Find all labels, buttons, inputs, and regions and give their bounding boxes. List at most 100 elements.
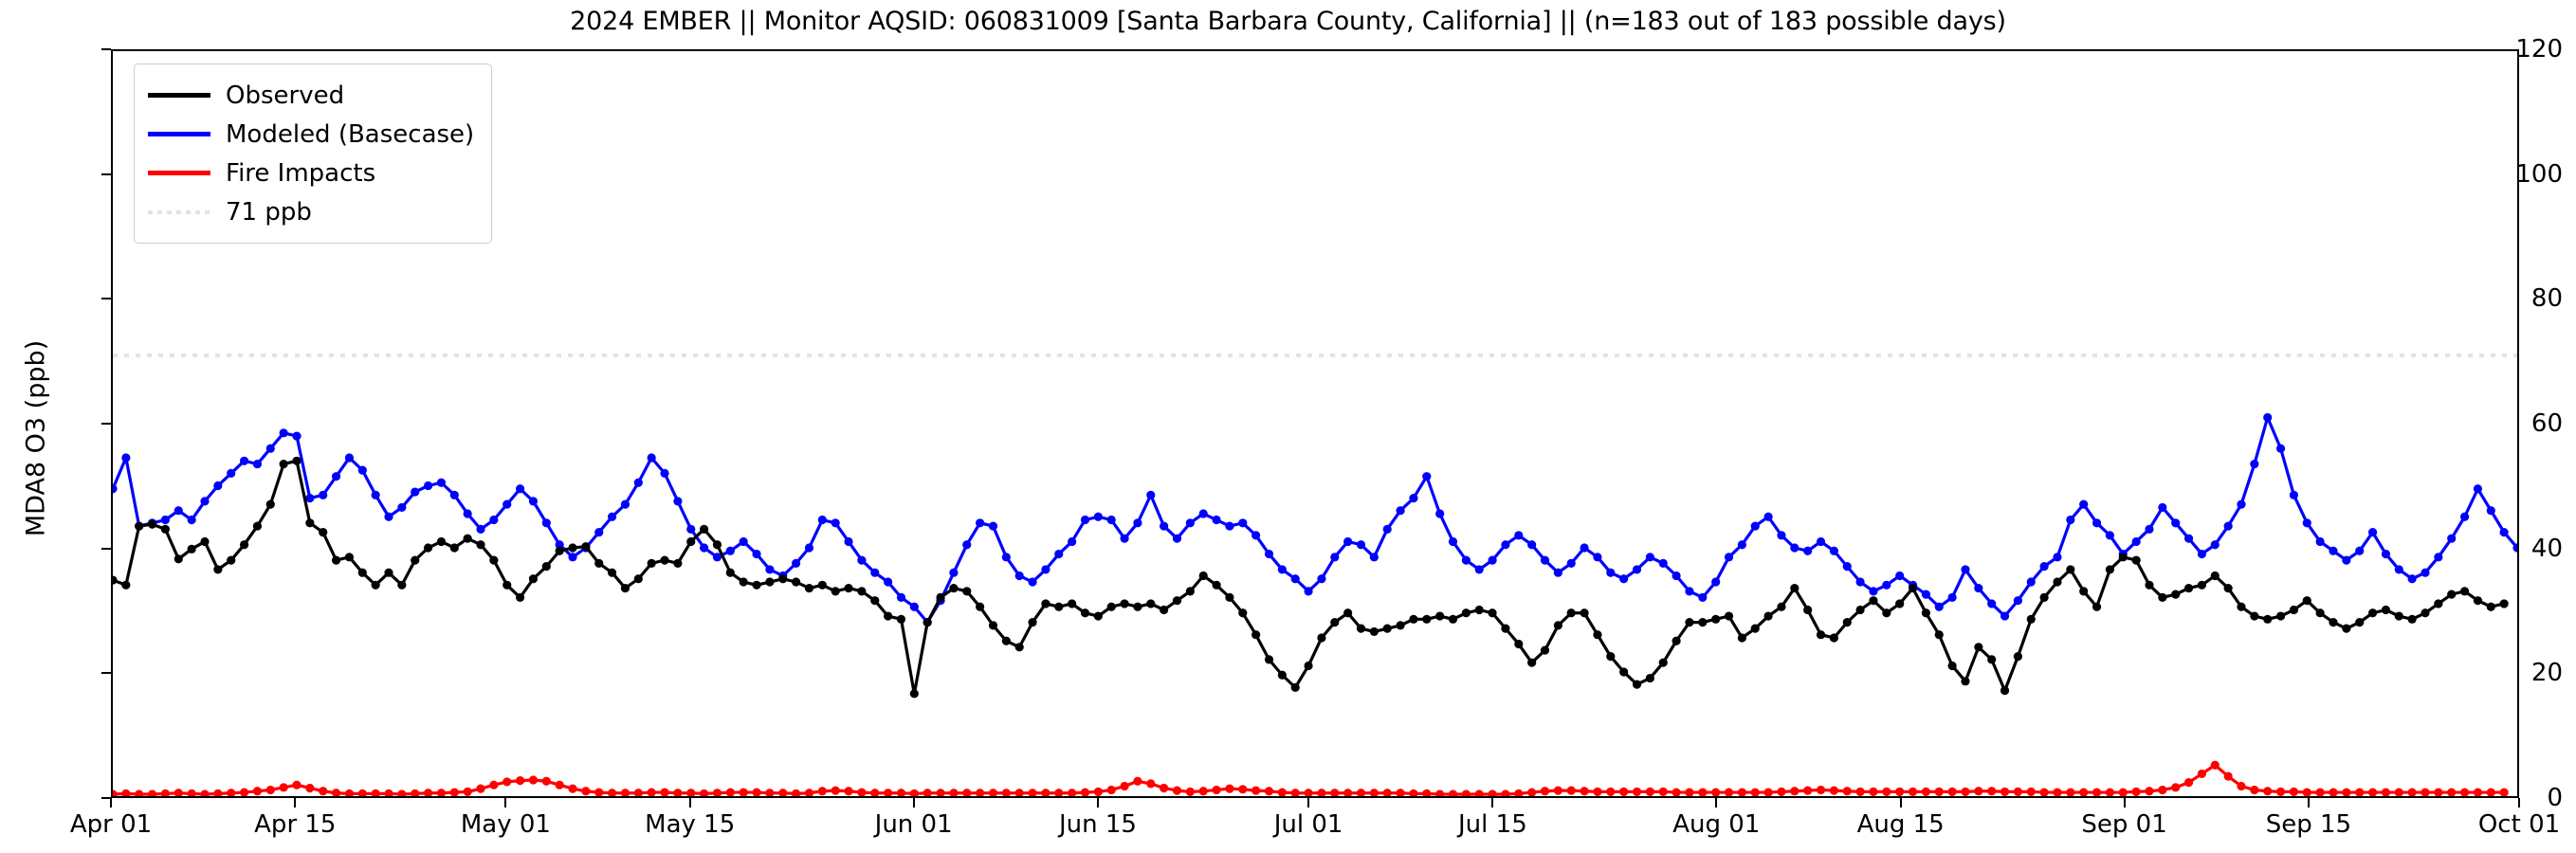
legend-item[interactable]: Fire Impacts: [148, 154, 474, 192]
y-tick-label: 120: [2515, 35, 2563, 64]
data-point: [2158, 592, 2167, 603]
data-point: [2197, 769, 2207, 779]
data-point: [239, 540, 249, 550]
data-point: [2329, 618, 2338, 627]
data-point: [2171, 518, 2181, 528]
data-point: [2407, 788, 2417, 796]
data-point: [686, 789, 696, 796]
data-point: [568, 784, 577, 793]
data-point: [2026, 787, 2036, 796]
data-point: [594, 558, 604, 568]
data-point: [1356, 540, 1366, 550]
data-point: [2329, 788, 2338, 796]
data-point: [923, 618, 932, 627]
legend-item[interactable]: Modeled (Basecase): [148, 115, 474, 154]
data-point: [305, 783, 315, 793]
x-tick-mark: [1096, 798, 1099, 808]
data-point: [660, 788, 669, 796]
data-point: [1238, 608, 1248, 618]
data-point: [1382, 524, 1392, 534]
data-point: [725, 568, 735, 577]
data-point: [1488, 789, 1497, 796]
data-point: [2158, 502, 2167, 513]
data-point: [113, 484, 118, 494]
data-point: [1895, 787, 1905, 796]
data-point: [896, 592, 906, 603]
data-point: [1763, 788, 1773, 796]
y-tick-mark: [101, 672, 111, 675]
data-point: [2355, 618, 2365, 627]
data-point: [1566, 786, 1576, 795]
data-point: [397, 580, 407, 590]
data-point: [1763, 611, 1773, 621]
data-point: [1566, 608, 1576, 618]
data-point: [884, 611, 893, 621]
data-point: [620, 499, 630, 509]
x-tick-label: Jul 01: [1273, 810, 1343, 839]
data-point: [1882, 787, 1891, 796]
data-point: [896, 789, 906, 796]
data-point: [1803, 605, 1813, 615]
data-point: [1606, 787, 1616, 796]
data-point: [528, 497, 539, 506]
data-point: [1527, 540, 1537, 550]
data-point: [344, 789, 355, 796]
data-point: [113, 789, 118, 796]
data-point: [1435, 789, 1445, 796]
data-point: [1632, 680, 1642, 689]
data-point: [1225, 521, 1234, 531]
series-line: [113, 459, 2506, 696]
data-point: [2421, 568, 2430, 577]
data-point: [2275, 611, 2286, 621]
data-point: [1672, 571, 1681, 581]
data-point: [1593, 553, 1602, 562]
data-point: [1882, 580, 1891, 590]
data-point: [1080, 788, 1090, 796]
data-point: [357, 789, 367, 796]
data-point: [371, 490, 380, 499]
data-point: [1422, 614, 1432, 624]
data-point: [1317, 633, 1326, 643]
data-point: [2486, 506, 2495, 516]
data-point: [436, 536, 447, 547]
legend-item[interactable]: 71 ppb: [148, 192, 474, 231]
data-point: [2381, 549, 2391, 559]
data-point: [1737, 633, 1746, 643]
data-point: [1474, 605, 1484, 615]
data-point: [2118, 553, 2128, 562]
data-point: [449, 788, 459, 796]
data-point: [160, 789, 171, 796]
x-tick-mark: [1491, 798, 1494, 808]
data-point: [541, 518, 551, 528]
data-point: [2197, 549, 2207, 559]
data-point: [1553, 568, 1562, 577]
data-point: [2223, 583, 2233, 593]
y-tick-mark: [101, 298, 111, 300]
data-point: [2289, 490, 2299, 499]
data-point: [1106, 602, 1116, 611]
x-tick-label: Jul 15: [1458, 810, 1527, 839]
legend-item[interactable]: Observed: [148, 76, 474, 115]
data-point: [135, 789, 144, 796]
data-point: [1146, 779, 1156, 789]
data-point: [1974, 787, 1983, 796]
data-point: [620, 583, 630, 593]
data-point: [1304, 661, 1313, 671]
data-point: [2421, 608, 2430, 618]
data-point: [121, 789, 131, 796]
data-point: [2105, 531, 2114, 540]
data-point: [1724, 611, 1734, 621]
data-point: [1160, 783, 1169, 793]
data-point: [1133, 776, 1142, 786]
x-tick-label: Sep 01: [2081, 810, 2167, 839]
data-point: [252, 787, 263, 796]
data-point: [2459, 512, 2470, 521]
data-point: [1001, 553, 1011, 562]
data-point: [1908, 787, 1918, 796]
data-point: [1606, 568, 1616, 577]
data-point: [2381, 605, 2391, 615]
data-point: [331, 472, 341, 481]
data-point: [1474, 565, 1484, 574]
data-point: [2459, 587, 2470, 596]
data-point: [160, 515, 171, 525]
